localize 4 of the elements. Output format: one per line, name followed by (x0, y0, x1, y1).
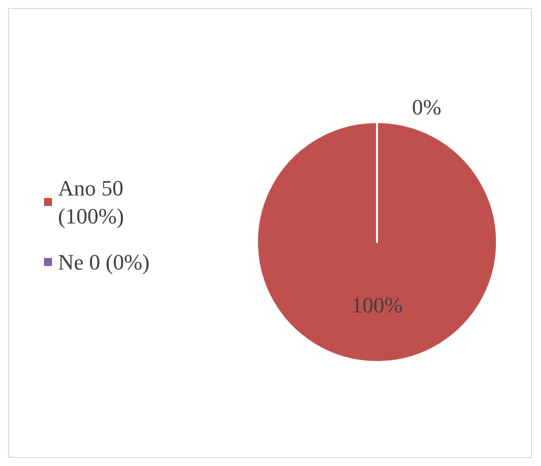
legend-label: Ano 50 (100%) (58, 176, 129, 228)
legend-label: Ne 0 (0%) (58, 250, 150, 274)
text: 0% (412, 94, 442, 120)
data-label: 100% (351, 292, 403, 318)
